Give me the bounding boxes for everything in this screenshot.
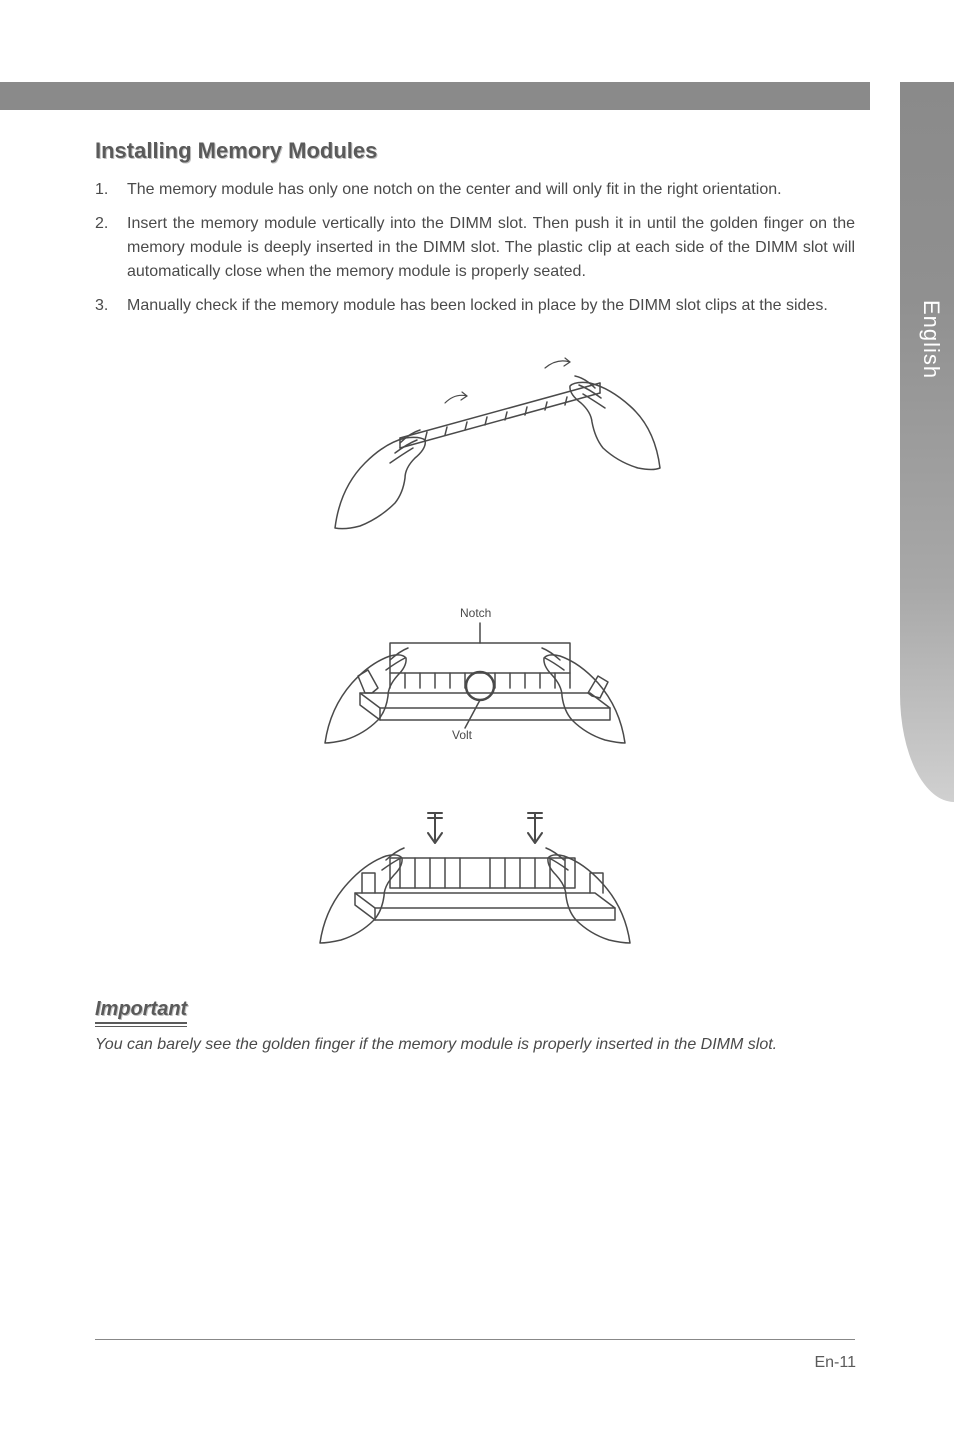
header-bar <box>0 82 870 110</box>
list-item: 3. Manually check if the memory module h… <box>95 294 855 318</box>
list-text-2: Insert the memory module vertically into… <box>127 212 855 284</box>
list-item: 2. Insert the memory module vertically i… <box>95 212 855 284</box>
list-text-3: Manually check if the memory module has … <box>127 294 855 318</box>
footer-divider <box>95 1339 855 1340</box>
language-tab <box>900 82 954 802</box>
section-heading: Installing Memory Modules <box>95 138 855 164</box>
important-underline <box>95 1026 187 1027</box>
list-num-1: 1. <box>95 178 127 202</box>
figure-step-3 <box>290 758 660 948</box>
instruction-list: 1. The memory module has only one notch … <box>95 178 855 318</box>
figure-step-2 <box>290 548 660 748</box>
important-text: You can barely see the golden finger if … <box>95 1033 855 1057</box>
list-text-1: The memory module has only one notch on … <box>127 178 855 202</box>
figure-label-notch: Notch <box>460 606 491 620</box>
list-num-2: 2. <box>95 212 127 284</box>
page-number: En-11 <box>814 1354 856 1372</box>
list-num-3: 3. <box>95 294 127 318</box>
figure-step-1 <box>245 348 705 538</box>
figure-label-volt: Volt <box>452 728 472 742</box>
important-heading: Important <box>95 998 187 1024</box>
figure-container: Notch Volt <box>245 348 705 948</box>
language-tab-label: English <box>918 300 944 379</box>
list-item: 1. The memory module has only one notch … <box>95 178 855 202</box>
main-content: Installing Memory Modules 1. The memory … <box>95 138 855 1057</box>
